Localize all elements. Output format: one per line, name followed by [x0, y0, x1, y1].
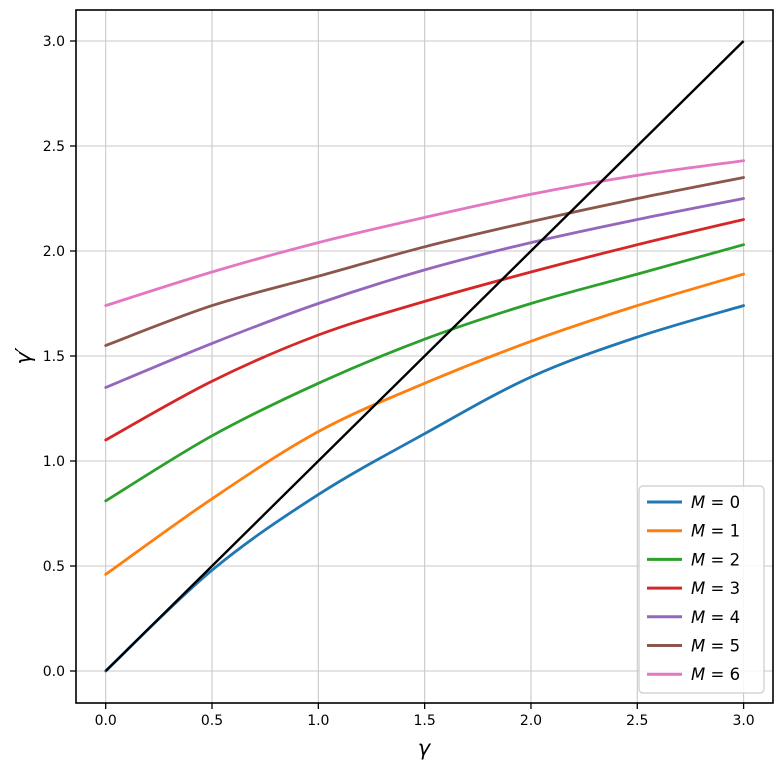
series-line-m5: [104, 176, 745, 347]
y-axis-label: γ′: [11, 347, 36, 365]
x-tick-label-3.0: 3.0: [732, 713, 754, 729]
x-tick-label-0.0: 0.0: [95, 713, 117, 729]
legend-label-m1: M = 1: [691, 522, 740, 541]
series-line-m0: [104, 304, 745, 673]
x-tick-label-2.5: 2.5: [626, 713, 648, 729]
series-line-m1: [104, 272, 745, 576]
y-tick-label-1.0: 1.0: [43, 454, 65, 470]
legend-label-m5: M = 5: [691, 637, 740, 656]
y-tick-label-2.5: 2.5: [43, 139, 65, 155]
legend-box: [638, 485, 765, 694]
x-tick-label-2.0: 2.0: [520, 713, 542, 729]
x-tick-label-1.5: 1.5: [414, 713, 436, 729]
series-line-m4: [104, 197, 745, 389]
x-tick-label-0.5: 0.5: [201, 713, 223, 729]
legend-label-m6: M = 6: [691, 665, 740, 684]
y-tick-label-0.5: 0.5: [43, 559, 65, 575]
series-line-m6: [104, 159, 745, 307]
y-tick-label-3.0: 3.0: [43, 34, 65, 50]
legend-label-m2: M = 2: [691, 550, 740, 569]
legend-label-m4: M = 4: [691, 608, 740, 627]
y-tick-label-1.5: 1.5: [43, 349, 65, 365]
y-tick-label-2.0: 2.0: [43, 244, 65, 260]
series-line-m2: [104, 243, 745, 503]
x-tick-label-1.0: 1.0: [307, 713, 329, 729]
series-line-m3: [104, 218, 745, 442]
x-axis-label: γ: [417, 736, 431, 760]
identity-line: [104, 40, 745, 672]
legend-label-m3: M = 3: [691, 579, 740, 598]
y-tick-label-0.0: 0.0: [43, 664, 65, 680]
legend-label-m0: M = 0: [691, 493, 740, 512]
